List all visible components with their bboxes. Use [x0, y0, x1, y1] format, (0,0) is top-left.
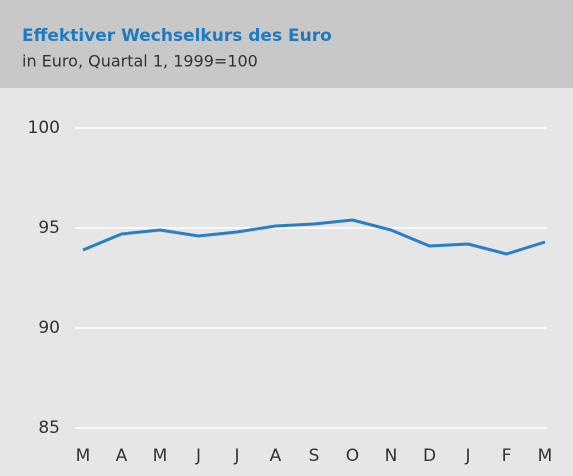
y-tick-label: 85 [38, 418, 60, 438]
y-tick-label: 90 [38, 318, 60, 338]
x-tick-label: A [270, 446, 282, 466]
x-tick-label: M [153, 446, 168, 466]
x-tick-label: A [116, 446, 128, 466]
x-tick-label: D [423, 446, 436, 466]
x-tick-label: O [346, 446, 359, 466]
y-tick-label: 100 [28, 118, 60, 138]
x-tick-label: J [195, 446, 201, 466]
chart-subtitle: in Euro, Quartal 1, 1999=100 [22, 52, 258, 71]
x-tick-label: J [464, 446, 470, 466]
x-tick-label: S [309, 446, 320, 466]
x-tick-label: J [233, 446, 239, 466]
x-tick-label: N [385, 446, 398, 466]
x-tick-label: F [502, 446, 512, 466]
x-tick-label: M [538, 446, 553, 466]
y-tick-label: 95 [38, 218, 60, 238]
chart-title: Effektiver Wechselkurs des Euro [22, 26, 332, 46]
x-tick-label: M [76, 446, 91, 466]
data-line [82, 218, 546, 256]
header-band [0, 0, 573, 88]
